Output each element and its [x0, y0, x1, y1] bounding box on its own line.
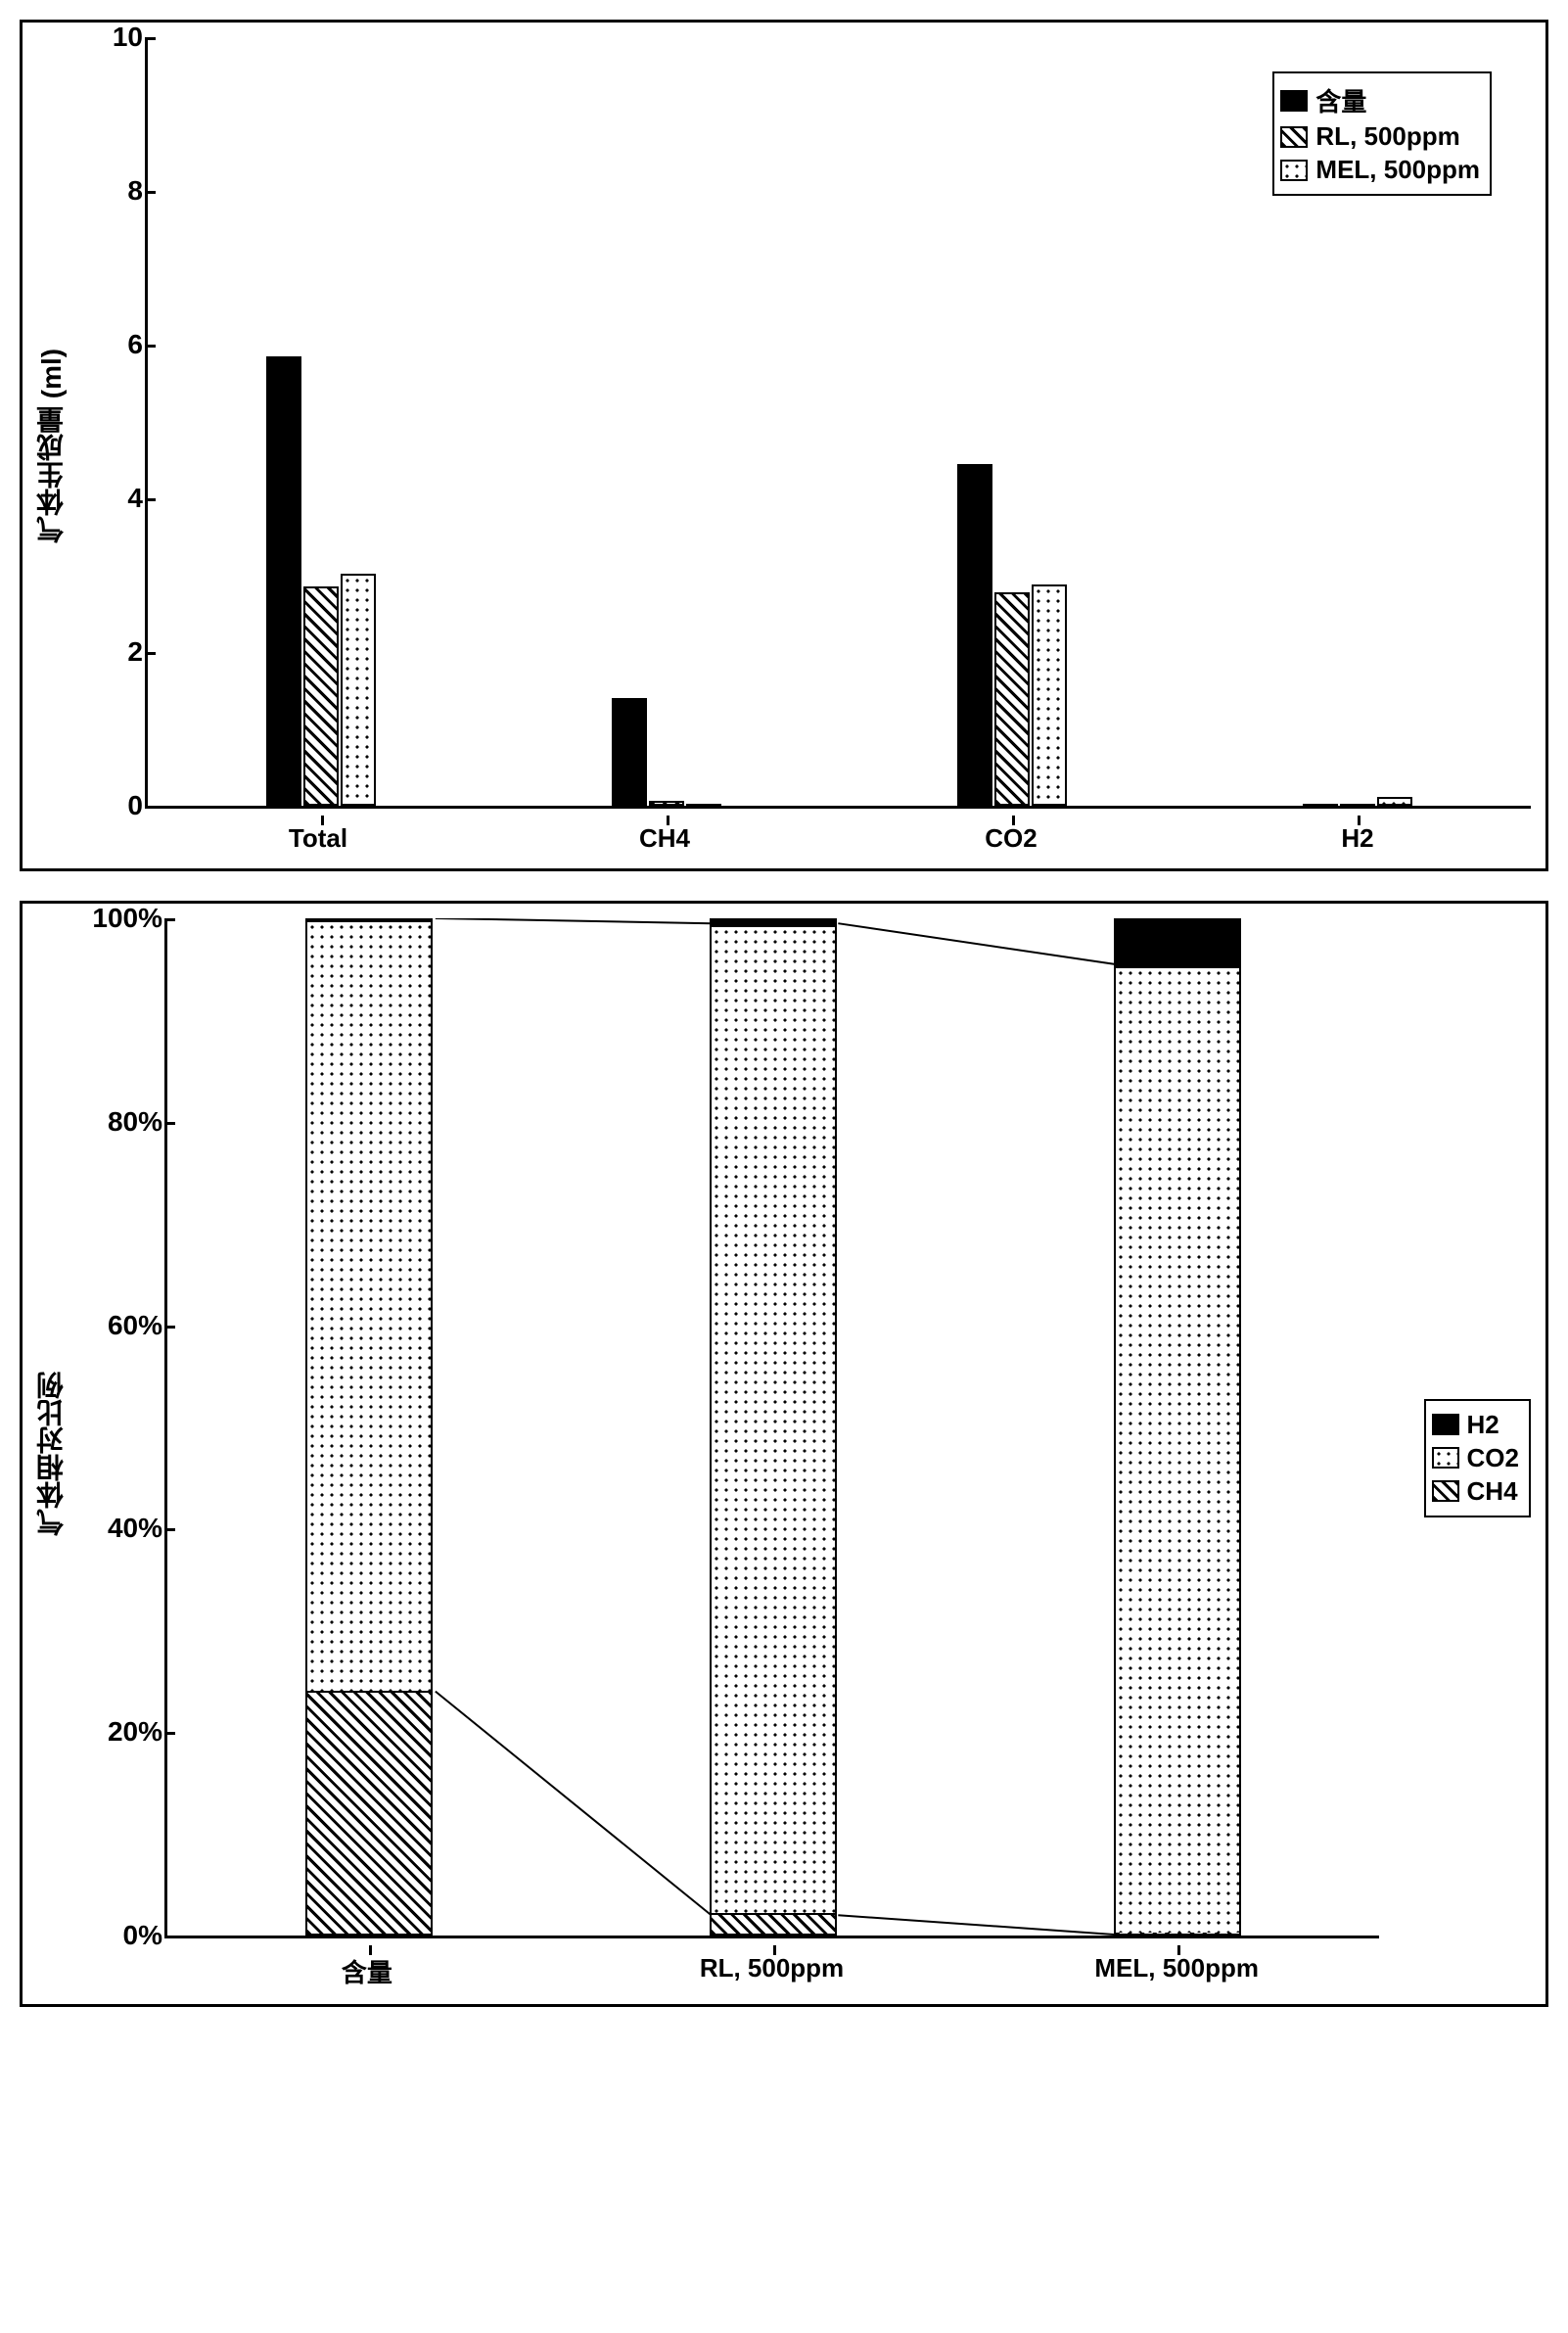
legend-swatch [1432, 1447, 1459, 1469]
chart2-x-label: RL, 500ppm [570, 1953, 975, 1989]
chart-1-container: 气体生成量 (ml) 0246810 含量RL, 500ppmMEL, 500p… [20, 20, 1548, 871]
chart1-y-axis-label: 气体生成量 (ml) [27, 37, 76, 854]
chart1-bar [649, 801, 684, 806]
legend-label: CH4 [1467, 1476, 1518, 1507]
chart1-y-tick: 10 [79, 22, 143, 53]
chart2-stack-group [572, 918, 976, 1936]
chart1-bar [957, 464, 992, 806]
chart1-legend: 含量RL, 500ppmMEL, 500ppm [1272, 71, 1492, 196]
chart-2-container: 气体相对比例 0%20%40%60%80%100% 含量RL, 500ppmME… [20, 901, 1548, 2007]
chart2-y-axis-label: 气体相对比例 [27, 918, 76, 1989]
chart2-y-tick: 60% [79, 1310, 162, 1341]
chart2-stack-segment-H2 [1116, 920, 1239, 966]
chart1-x-label: CO2 [838, 823, 1184, 854]
chart2-stack-segment-CH4 [1116, 1933, 1239, 1934]
chart1-x-label: H2 [1184, 823, 1531, 854]
legend-label: CO2 [1467, 1443, 1519, 1473]
chart2-legend-row: H2 [1432, 1410, 1519, 1440]
chart1-bar-group [148, 37, 493, 806]
legend-label: 含量 [1315, 82, 1366, 118]
chart2-y-tick: 40% [79, 1513, 162, 1544]
chart1-y-tick: 0 [79, 790, 143, 821]
chart1-x-label: Total [145, 823, 491, 854]
chart2-stack-bar [305, 918, 433, 1936]
legend-swatch [1280, 126, 1308, 148]
chart2-stack-group [167, 918, 572, 1936]
chart2-y-tick: 20% [79, 1716, 162, 1748]
chart1-bar-group [493, 37, 839, 806]
legend-swatch [1280, 160, 1308, 181]
chart2-stack-group [975, 918, 1379, 1936]
legend-label: MEL, 500ppm [1315, 155, 1480, 185]
chart2-legend-row: CO2 [1432, 1443, 1519, 1473]
chart2-y-tick: 0% [79, 1920, 162, 1951]
chart2-plot-area: 0%20%40%60%80%100% [164, 918, 1379, 1938]
chart1-bar [1340, 804, 1375, 806]
chart1-bar [303, 586, 339, 806]
chart1-bar [1377, 797, 1412, 806]
chart2-stack-bar [1114, 918, 1241, 1936]
chart1-bar [994, 592, 1030, 806]
chart2-stack-segment-CH4 [712, 1913, 835, 1934]
chart2-stack-bar [710, 918, 837, 1936]
chart1-y-tick: 4 [79, 483, 143, 514]
chart1-legend-row: RL, 500ppm [1280, 121, 1480, 152]
chart2-stack-segment-CO2 [1116, 966, 1239, 1933]
chart1-bar [1032, 584, 1067, 806]
chart1-y-tick: 2 [79, 636, 143, 668]
chart2-stack-segment-CO2 [307, 920, 431, 1691]
chart1-bar [686, 804, 721, 806]
chart1-bar [341, 574, 376, 806]
chart2-legend-row: CH4 [1432, 1476, 1519, 1507]
chart1-plot-area: 0246810 含量RL, 500ppmMEL, 500ppm [145, 37, 1531, 809]
chart2-stack-segment-CH4 [307, 1691, 431, 1934]
chart1-y-tick: 6 [79, 329, 143, 360]
chart2-stack-segment-CO2 [712, 925, 835, 1913]
chart2-x-label: 含量 [164, 1953, 570, 1989]
legend-swatch [1432, 1480, 1459, 1502]
chart1-bar [1303, 804, 1338, 806]
chart2-x-label: MEL, 500ppm [974, 1953, 1379, 1989]
chart1-bar [266, 356, 301, 806]
legend-label: RL, 500ppm [1315, 121, 1459, 152]
legend-swatch [1432, 1414, 1459, 1435]
legend-label: H2 [1467, 1410, 1499, 1440]
chart1-legend-row: MEL, 500ppm [1280, 155, 1480, 185]
chart1-x-label: CH4 [491, 823, 838, 854]
chart1-legend-row: 含量 [1280, 82, 1480, 118]
chart1-bar-group [840, 37, 1185, 806]
legend-swatch [1280, 90, 1308, 112]
chart2-legend: H2CO2CH4 [1424, 1399, 1531, 1517]
chart1-y-tick: 8 [79, 175, 143, 207]
chart2-y-tick: 80% [79, 1106, 162, 1138]
chart1-bar [612, 698, 647, 806]
chart2-y-tick: 100% [79, 903, 162, 934]
